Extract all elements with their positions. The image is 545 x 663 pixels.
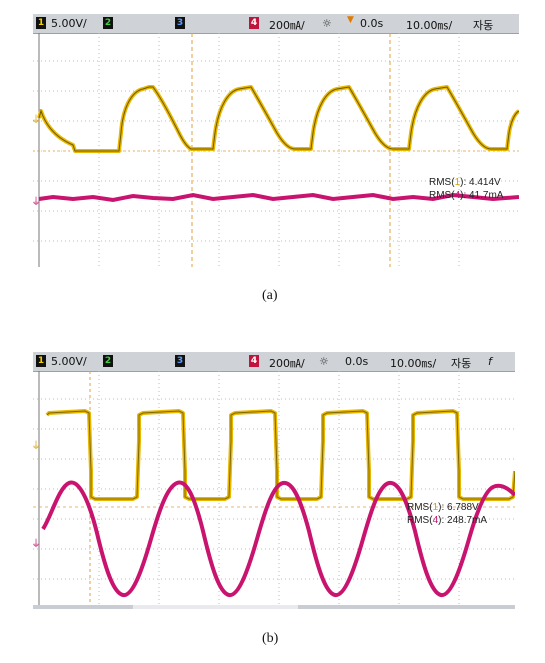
time-scale: 10.00㎳/ xyxy=(390,357,437,370)
trigger-slope-icon: f xyxy=(488,355,492,368)
measurement-rms-ch1: RMS(1): 4.414V xyxy=(429,177,501,188)
oscilloscope-screen-b: 1 5.00V/ 2 3 4 200㎃/ ☼ 0.0s 10.00㎳/ 자동 f xyxy=(33,352,515,609)
acquisition-mode: 자동 xyxy=(451,357,472,370)
sun-icon: ☼ xyxy=(322,17,332,30)
ch4-scale: 200㎃/ xyxy=(269,19,305,32)
time-scale: 10.00㎳/ xyxy=(406,19,453,32)
ch1-ground-marker: ⏚ xyxy=(33,440,41,452)
ch3-indicator[interactable]: 3 xyxy=(175,355,185,367)
ch2-indicator[interactable]: 2 xyxy=(103,355,113,367)
ch1-ground-marker: ⏚ xyxy=(33,114,41,126)
plot-area-a: ⏚ ⏚ RMS(1): 4.414V RMS(4): 41.7mA xyxy=(33,33,519,267)
ch1-scale: 5.00V/ xyxy=(51,355,87,368)
ch1-indicator[interactable]: 1 xyxy=(36,355,46,367)
ch4-ground-marker: ⏚ xyxy=(33,538,41,550)
time-offset: 0.0s xyxy=(360,17,384,30)
waveform-svg-a: ⏚ ⏚ xyxy=(33,33,519,267)
ch4-ground-marker: ⏚ xyxy=(33,196,41,208)
ch1-indicator[interactable]: 1 xyxy=(36,17,46,29)
caption-a: (a) xyxy=(262,288,278,303)
ch3-indicator[interactable]: 3 xyxy=(175,17,185,29)
ch4-waveform xyxy=(38,192,519,203)
grid-b xyxy=(33,371,515,609)
time-offset: 0.0s xyxy=(345,355,369,368)
measurement-rms-ch4: RMS(4): 41.7mA xyxy=(429,190,504,201)
ch4-indicator[interactable]: 4 xyxy=(249,355,259,367)
waveform-svg-b: ⏚ ⏚ xyxy=(33,371,515,609)
caption-b: (b) xyxy=(262,631,279,646)
acquisition-mode: 자동 xyxy=(473,19,494,32)
ch4-scale: 200㎃/ xyxy=(269,357,305,370)
sun-icon: ☼ xyxy=(319,355,329,368)
measurement-rms-ch1: RMS(1): 6.788V xyxy=(407,502,479,513)
oscilloscope-screen-a: 1 5.00V/ 2 3 4 200㎃/ ☼ ▼ 0.0s 10.00㎳/ 자동 xyxy=(33,14,519,267)
status-bar-b: 1 5.00V/ 2 3 4 200㎃/ ☼ 0.0s 10.00㎳/ 자동 f xyxy=(33,352,515,372)
measurement-rms-ch4: RMS(4): 248.7mA xyxy=(407,515,488,526)
trigger-marker-icon: ▼ xyxy=(347,15,354,25)
ch4-waveform xyxy=(41,480,515,597)
status-bar-a: 1 5.00V/ 2 3 4 200㎃/ ☼ ▼ 0.0s 10.00㎳/ 자동 xyxy=(33,14,519,34)
plot-area-b: ⏚ ⏚ RMS(1): 6.788V RMS(4): 248.7mA xyxy=(33,371,515,609)
ch4-indicator[interactable]: 4 xyxy=(249,17,259,29)
ch2-indicator[interactable]: 2 xyxy=(103,17,113,29)
ch1-scale: 5.00V/ xyxy=(51,17,87,30)
